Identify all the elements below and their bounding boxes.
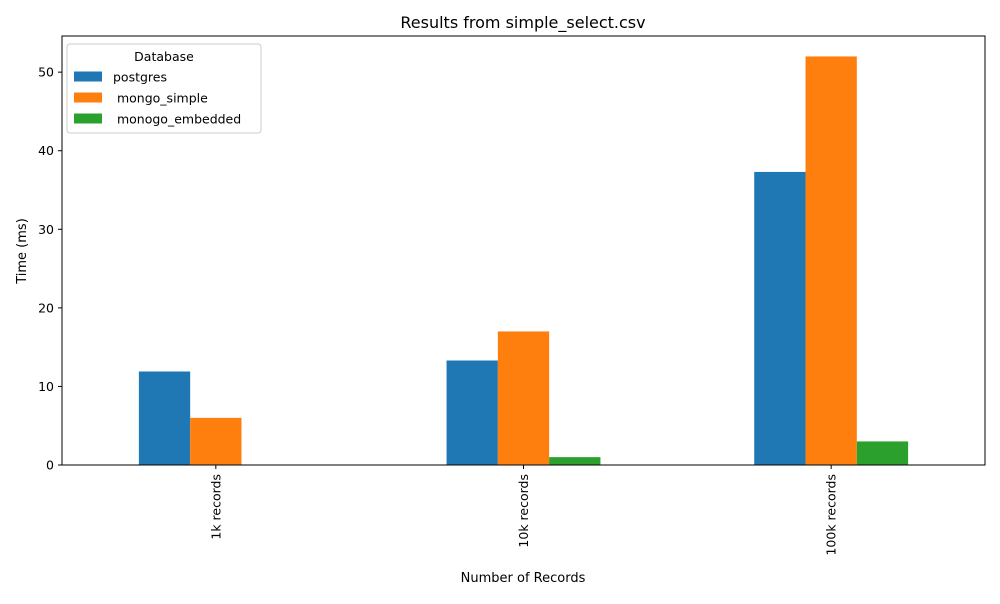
y-tick-label-1: 10	[38, 379, 54, 394]
legend-swatch-1	[74, 92, 102, 103]
y-tick-label-4: 40	[38, 143, 54, 158]
y-tick-label-3: 30	[38, 222, 54, 237]
legend-swatch-0	[74, 71, 102, 82]
x-tick-label-1: 10k records	[516, 474, 531, 548]
bar-1-0	[190, 417, 242, 465]
legend-label-1: mongo_simple	[113, 91, 208, 106]
legend-label-2: monogo_embedded	[113, 112, 241, 127]
legend-items: postgres mongo_simple monogo_embedded	[74, 70, 241, 127]
bar-0-0	[138, 371, 191, 465]
bar-1-1	[497, 331, 550, 465]
plot-area: 0 10 20 30 40 50 1k records 10k records 100k rec…	[38, 35, 986, 556]
y-tick-label-5: 50	[38, 65, 54, 80]
y-tick-label-2: 20	[38, 300, 54, 315]
legend-title: Database	[134, 49, 194, 64]
legend-frame	[66, 43, 262, 134]
legend-swatch-2	[74, 113, 102, 124]
chart-title: Results from simple_select.csv	[400, 13, 645, 33]
legend-label-0: postgres	[113, 70, 167, 85]
bar-2-2	[856, 441, 909, 465]
x-tick-label-0: 1k records	[208, 474, 223, 540]
bar-0-1	[446, 360, 498, 465]
bar-0-2	[754, 171, 806, 465]
legend: Database postgres mongo_simple monogo_em…	[66, 43, 262, 134]
x-axis-label: Number of Records	[461, 571, 586, 586]
y-tick-label-0: 0	[46, 458, 54, 473]
y-axis-label: Time (ms)	[15, 218, 30, 285]
bar-2-1	[549, 457, 601, 465]
x-tick-label-2: 100k records	[824, 474, 839, 556]
bar-1-2	[805, 56, 857, 466]
